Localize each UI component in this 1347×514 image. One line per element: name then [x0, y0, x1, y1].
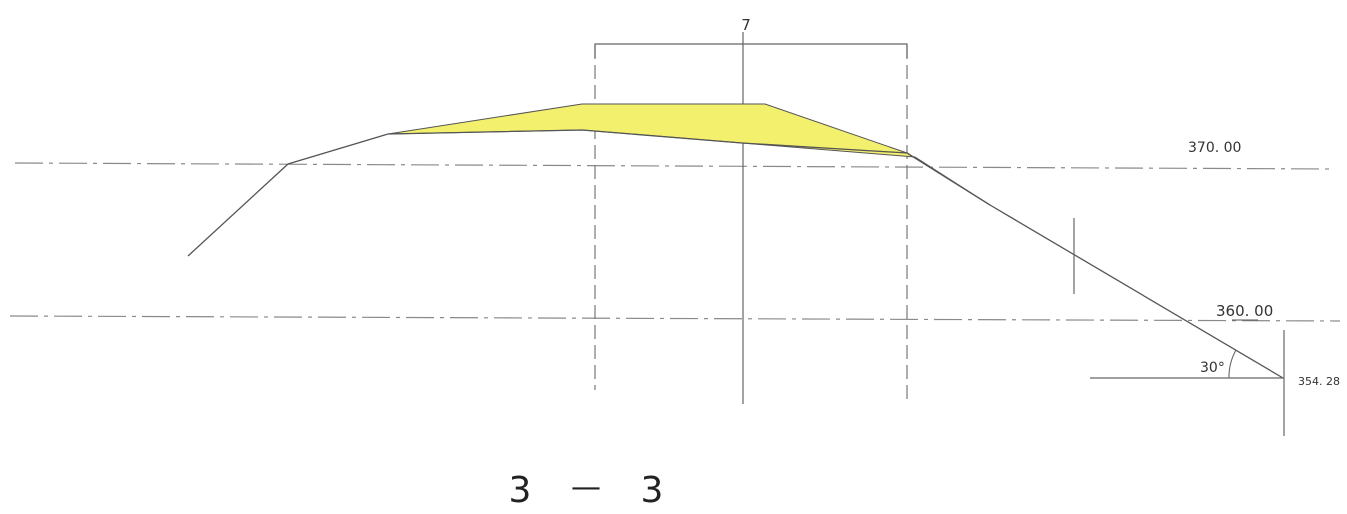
design-slope-line [906, 152, 991, 206]
section-title-dash: — [571, 470, 601, 505]
section-title-right: 3 [641, 470, 664, 511]
elevation-label-370: 370. 00 [1188, 140, 1241, 156]
fill-area [387, 103, 991, 206]
elevation-line-370 [14, 162, 1336, 170]
elevation-label-360: 360. 00 [1216, 302, 1273, 320]
dimension-label: 7 [741, 16, 751, 34]
angle-arc [1228, 349, 1237, 379]
section-title-left: 3 [509, 470, 532, 511]
elevation-line-360 [9, 315, 1341, 322]
slope-angle-label: 30° [1200, 360, 1225, 376]
toe-elevation-label: 354. 28 [1298, 375, 1340, 388]
ground-profile [187, 129, 1284, 379]
dimension-bracket [594, 43, 908, 58]
